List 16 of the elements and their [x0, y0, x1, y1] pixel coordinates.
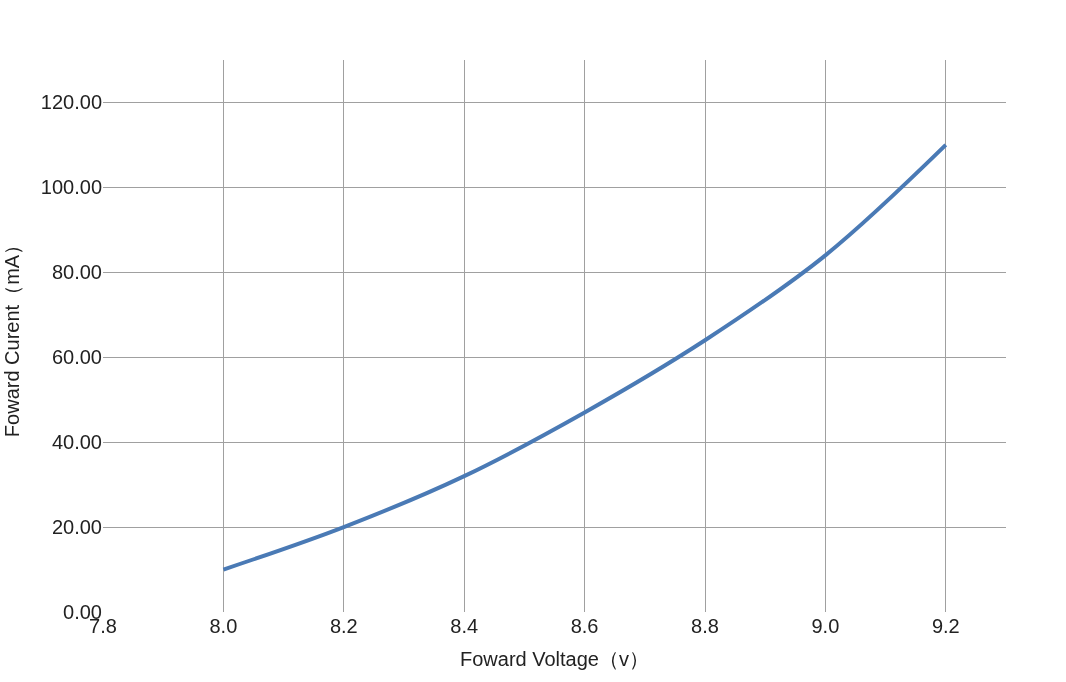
x-tick-label: 8.8 [691, 615, 719, 637]
y-tick-label: 60.00 [51, 346, 102, 369]
x-tick-label: 9.0 [811, 615, 840, 637]
x-tick-label: 8.4 [450, 615, 479, 637]
y-tick-label: 120.00 [40, 91, 102, 114]
y-tick-label: 100.00 [40, 176, 102, 199]
x-axis-title: Foward Voltage（v） [460, 647, 649, 670]
y-tick-label: 80.00 [51, 261, 102, 284]
y-tick-label: 20.00 [51, 516, 102, 539]
y-tick-label: 40.00 [51, 431, 102, 454]
line-series [221, 142, 948, 572]
y-axis-title: Foward Curent（mA） [1, 234, 24, 438]
x-tick-label: 8.6 [570, 615, 599, 637]
x-tick-label: 9.2 [931, 615, 960, 637]
x-tick-label: 8.2 [329, 615, 358, 637]
x-tick-label: 8.0 [209, 615, 238, 637]
